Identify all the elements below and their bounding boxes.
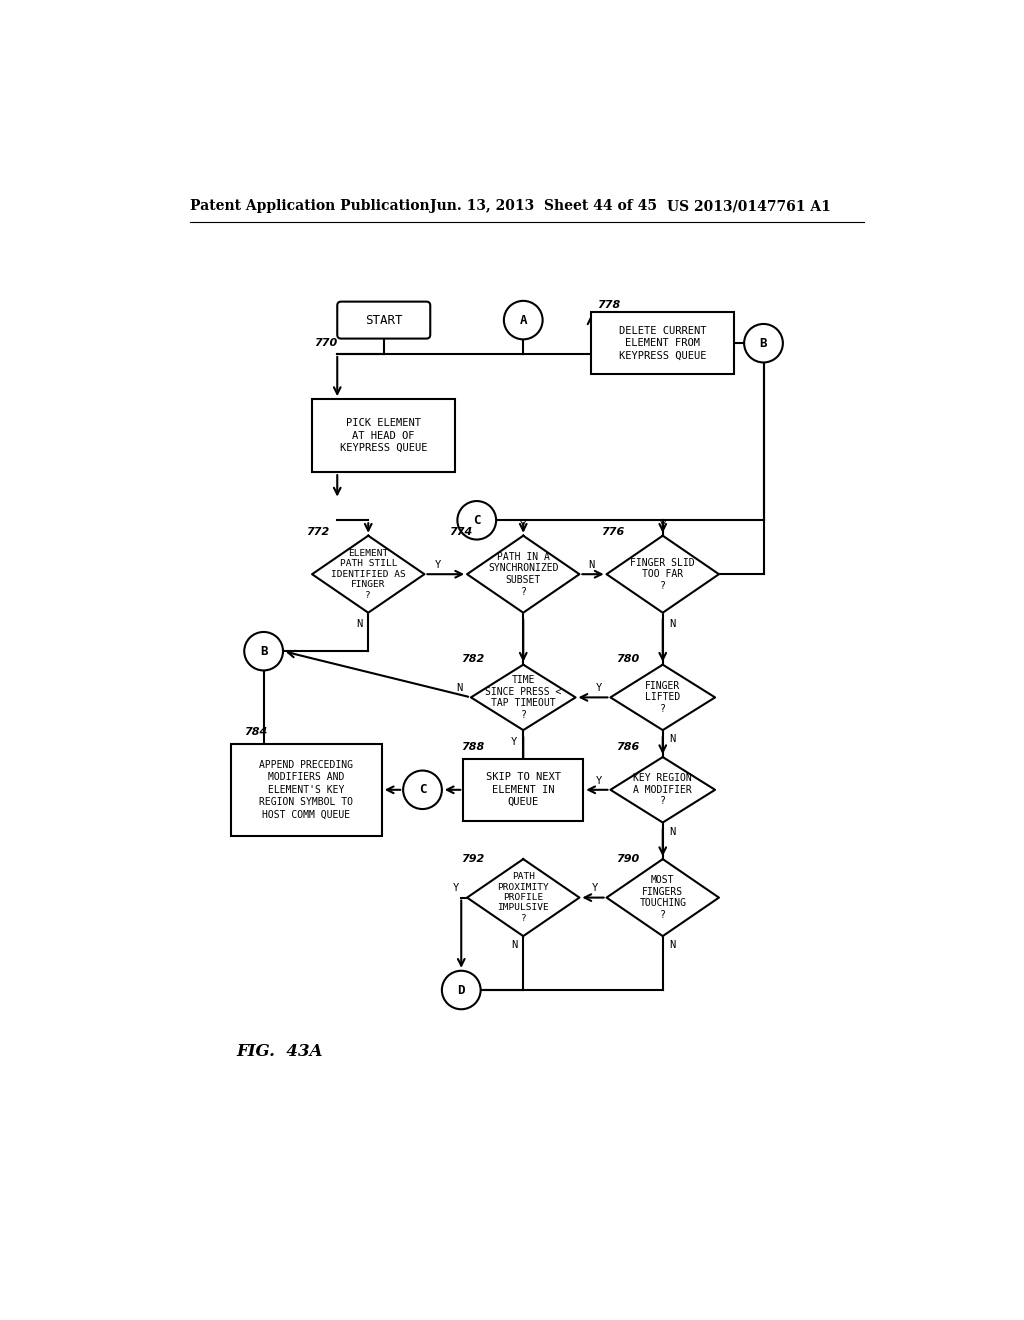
Text: 784: 784 bbox=[245, 727, 267, 737]
Text: A: A bbox=[519, 314, 527, 326]
Text: 782: 782 bbox=[461, 653, 484, 664]
FancyBboxPatch shape bbox=[337, 302, 430, 339]
Circle shape bbox=[458, 502, 496, 540]
Text: Y: Y bbox=[596, 684, 602, 693]
Text: 788: 788 bbox=[461, 742, 484, 752]
Text: B: B bbox=[260, 644, 267, 657]
Circle shape bbox=[245, 632, 283, 671]
Text: B: B bbox=[760, 337, 767, 350]
Text: N: N bbox=[456, 684, 463, 693]
Text: 786: 786 bbox=[616, 742, 640, 752]
Text: START: START bbox=[365, 314, 402, 326]
Text: 774: 774 bbox=[450, 527, 473, 537]
Text: D: D bbox=[458, 983, 465, 997]
Text: 772: 772 bbox=[306, 527, 330, 537]
Text: KEY REGION
A MODIFIER
?: KEY REGION A MODIFIER ? bbox=[634, 774, 692, 807]
Text: PATH
PROXIMITY
PROFILE
IMPULSIVE
?: PATH PROXIMITY PROFILE IMPULSIVE ? bbox=[498, 873, 549, 923]
Text: Y: Y bbox=[511, 737, 517, 747]
Text: 790: 790 bbox=[616, 854, 640, 865]
Text: N: N bbox=[669, 619, 675, 630]
Text: 770: 770 bbox=[314, 338, 337, 348]
Text: Y: Y bbox=[453, 883, 459, 894]
Text: Y: Y bbox=[596, 776, 602, 785]
Text: APPEND PRECEDING
MODIFIERS AND
ELEMENT'S KEY
REGION SYMBOL TO
HOST COMM QUEUE: APPEND PRECEDING MODIFIERS AND ELEMENT'S… bbox=[259, 760, 353, 820]
Text: 776: 776 bbox=[601, 527, 624, 537]
Text: C: C bbox=[473, 513, 480, 527]
Polygon shape bbox=[606, 859, 719, 936]
Text: FINGER SLID
TOO FAR
?: FINGER SLID TOO FAR ? bbox=[631, 557, 695, 591]
Text: N: N bbox=[669, 734, 675, 744]
Polygon shape bbox=[610, 758, 715, 822]
Bar bbox=[230, 743, 382, 836]
Text: FINGER
LIFTED
?: FINGER LIFTED ? bbox=[645, 681, 680, 714]
Text: US 2013/0147761 A1: US 2013/0147761 A1 bbox=[667, 199, 830, 213]
Bar bbox=[463, 759, 584, 821]
Polygon shape bbox=[471, 665, 575, 730]
Polygon shape bbox=[606, 536, 719, 612]
Text: N: N bbox=[355, 619, 362, 630]
Text: DELETE CURRENT
ELEMENT FROM
KEYPRESS QUEUE: DELETE CURRENT ELEMENT FROM KEYPRESS QUE… bbox=[618, 326, 707, 360]
Bar bbox=[591, 313, 734, 374]
Text: 778: 778 bbox=[597, 300, 621, 310]
Bar bbox=[312, 399, 456, 473]
Circle shape bbox=[442, 970, 480, 1010]
Text: Jun. 13, 2013  Sheet 44 of 45: Jun. 13, 2013 Sheet 44 of 45 bbox=[430, 199, 657, 213]
Circle shape bbox=[744, 323, 783, 363]
Text: Y: Y bbox=[592, 883, 598, 894]
Text: N: N bbox=[588, 560, 594, 570]
Text: ELEMENT
PATH STILL
IDENTIFIED AS
FINGER
?: ELEMENT PATH STILL IDENTIFIED AS FINGER … bbox=[331, 549, 406, 599]
Polygon shape bbox=[610, 665, 715, 730]
Text: N: N bbox=[669, 826, 675, 837]
Text: SKIP TO NEXT
ELEMENT IN
QUEUE: SKIP TO NEXT ELEMENT IN QUEUE bbox=[485, 772, 561, 808]
Text: N: N bbox=[511, 940, 517, 950]
Polygon shape bbox=[312, 536, 424, 612]
Circle shape bbox=[504, 301, 543, 339]
Text: MOST
FINGERS
TOUCHING
?: MOST FINGERS TOUCHING ? bbox=[639, 875, 686, 920]
Text: N: N bbox=[669, 940, 675, 950]
Text: C: C bbox=[419, 783, 426, 796]
Text: Y: Y bbox=[520, 521, 526, 532]
Text: PICK ELEMENT
AT HEAD OF
KEYPRESS QUEUE: PICK ELEMENT AT HEAD OF KEYPRESS QUEUE bbox=[340, 418, 427, 453]
Polygon shape bbox=[467, 859, 580, 936]
Circle shape bbox=[403, 771, 442, 809]
Text: Y: Y bbox=[659, 521, 666, 532]
Text: 780: 780 bbox=[616, 653, 640, 664]
Text: 792: 792 bbox=[461, 854, 484, 865]
Text: FIG.  43A: FIG. 43A bbox=[237, 1043, 323, 1060]
Text: Y: Y bbox=[435, 560, 441, 570]
Text: PATH IN A
SYNCHRONIZED
SUBSET
?: PATH IN A SYNCHRONIZED SUBSET ? bbox=[488, 552, 558, 597]
Polygon shape bbox=[467, 536, 580, 612]
Text: TIME
SINCE PRESS <
TAP TIMEOUT
?: TIME SINCE PRESS < TAP TIMEOUT ? bbox=[485, 675, 561, 719]
Text: Patent Application Publication: Patent Application Publication bbox=[190, 199, 430, 213]
